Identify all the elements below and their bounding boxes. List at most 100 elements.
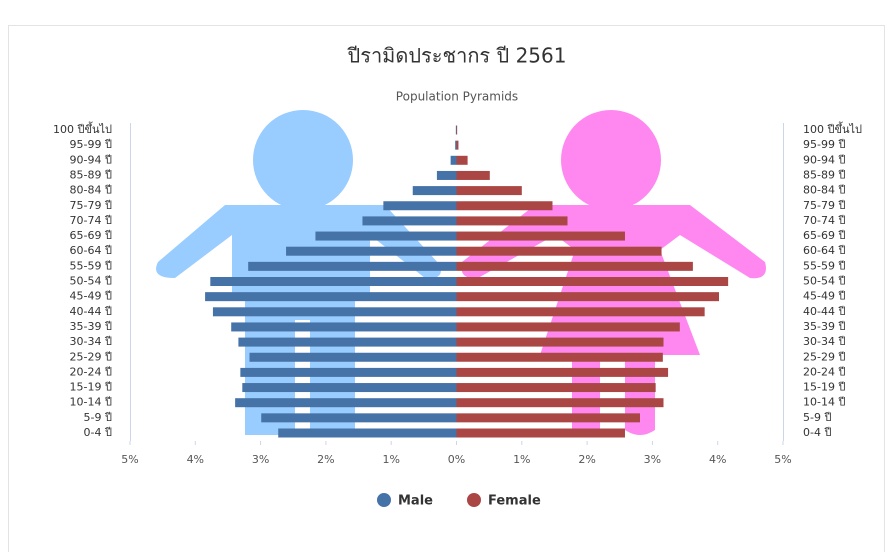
x-tick-label: 4% bbox=[187, 453, 204, 466]
bar bbox=[457, 171, 490, 180]
y-tick-label-right: 40-44 ปี bbox=[803, 305, 845, 318]
chart: ปีรามิดประชากร ปี 2561 Population Pyrami… bbox=[0, 0, 894, 552]
bar bbox=[457, 247, 662, 256]
bar bbox=[261, 413, 456, 422]
y-tick-label-left: 85-89 ปี bbox=[70, 168, 112, 181]
y-tick-label-left: 70-74 ปี bbox=[70, 214, 112, 227]
y-tick-label-right: 60-64 ปี bbox=[803, 244, 845, 257]
bar bbox=[248, 262, 456, 271]
y-tick-label-left: 35-39 ปี bbox=[70, 320, 112, 333]
bar bbox=[362, 216, 456, 225]
bar bbox=[457, 141, 459, 150]
chart-title: ปีรามิดประชากร ปี 2561 bbox=[347, 44, 566, 68]
y-tick-label-right: 0-4 ปี bbox=[803, 426, 831, 439]
bar bbox=[278, 429, 456, 438]
bar bbox=[457, 398, 664, 407]
y-tick-label-right: 15-19 ปี bbox=[803, 381, 845, 394]
y-tick-label-right: 85-89 ปี bbox=[803, 168, 845, 181]
y-tick-label-left: 100 ปีขึ้นไป bbox=[53, 121, 112, 136]
y-tick-label-left: 45-49 ปี bbox=[70, 290, 112, 303]
bar bbox=[457, 338, 664, 347]
bar bbox=[457, 353, 663, 362]
bar bbox=[205, 292, 456, 301]
bar bbox=[213, 307, 457, 316]
y-tick-label-left: 75-79 ปี bbox=[70, 199, 112, 212]
bar bbox=[457, 126, 458, 135]
bar bbox=[242, 383, 456, 392]
legend-label: Female bbox=[488, 494, 541, 509]
x-tick-label: 4% bbox=[709, 453, 726, 466]
y-tick-label-left: 0-4 ปี bbox=[84, 426, 112, 439]
bar bbox=[286, 247, 456, 256]
y-tick-label-left: 40-44 ปี bbox=[70, 305, 112, 318]
bar bbox=[413, 186, 457, 195]
y-tick-label-right: 55-59 ปี bbox=[803, 259, 845, 272]
bar bbox=[238, 338, 456, 347]
y-tick-label-right: 75-79 ปี bbox=[803, 199, 845, 212]
x-tick-label: 3% bbox=[252, 453, 269, 466]
bar bbox=[210, 277, 456, 286]
y-tick-label-right: 30-34 ปี bbox=[803, 335, 845, 348]
y-tick-label-right: 50-54 ปี bbox=[803, 275, 845, 288]
bar bbox=[457, 262, 693, 271]
chart-frame bbox=[9, 26, 885, 552]
y-tick-label-right: 95-99 ปี bbox=[803, 138, 845, 151]
y-tick-label-right: 5-9 ปี bbox=[803, 411, 831, 424]
y-tick-label-right: 65-69 ปี bbox=[803, 229, 845, 242]
y-tick-label-left: 95-99 ปี bbox=[70, 138, 112, 151]
bar bbox=[457, 156, 468, 165]
y-tick-label-right: 35-39 ปี bbox=[803, 320, 845, 333]
bar bbox=[437, 171, 457, 180]
x-tick-label: 0% bbox=[448, 453, 465, 466]
legend-label: Male bbox=[398, 494, 433, 509]
y-tick-label-left: 60-64 ปี bbox=[70, 244, 112, 257]
x-tick-label: 5% bbox=[774, 453, 791, 466]
bar bbox=[457, 186, 522, 195]
y-tick-label-left: 15-19 ปี bbox=[70, 381, 112, 394]
bar bbox=[457, 232, 625, 241]
bar bbox=[457, 292, 720, 301]
x-tick-label: 1% bbox=[513, 453, 530, 466]
y-tick-label-left: 50-54 ปี bbox=[70, 275, 112, 288]
bar bbox=[456, 126, 457, 135]
bar bbox=[457, 216, 568, 225]
x-tick-label: 3% bbox=[644, 453, 661, 466]
chart-subtitle: Population Pyramids bbox=[396, 90, 518, 104]
bar bbox=[457, 307, 705, 316]
y-tick-label-left: 80-84 ปี bbox=[70, 184, 112, 197]
bar bbox=[231, 322, 456, 331]
bar bbox=[457, 277, 729, 286]
x-tick-label: 2% bbox=[578, 453, 595, 466]
bar bbox=[315, 232, 456, 241]
y-tick-label-right: 80-84 ปี bbox=[803, 184, 845, 197]
y-tick-label-left: 25-29 ปี bbox=[70, 350, 112, 363]
bar bbox=[457, 201, 553, 210]
x-tick-label: 5% bbox=[121, 453, 138, 466]
x-tick-label: 2% bbox=[317, 453, 334, 466]
y-tick-label-left: 10-14 ปี bbox=[70, 396, 112, 409]
bar bbox=[457, 383, 656, 392]
y-tick-label-right: 90-94 ปี bbox=[803, 153, 845, 166]
bar bbox=[240, 368, 456, 377]
legend-marker bbox=[377, 493, 391, 507]
y-tick-label-left: 65-69 ปี bbox=[70, 229, 112, 242]
bar bbox=[457, 368, 669, 377]
y-tick-label-right: 100 ปีขึ้นไป bbox=[803, 121, 862, 136]
bar bbox=[235, 398, 456, 407]
y-tick-label-left: 30-34 ปี bbox=[70, 335, 112, 348]
bar bbox=[457, 413, 640, 422]
x-tick-label: 1% bbox=[382, 453, 399, 466]
y-tick-label-left: 55-59 ปี bbox=[70, 259, 112, 272]
bar bbox=[455, 141, 456, 150]
bar bbox=[383, 201, 456, 210]
y-tick-label-right: 45-49 ปี bbox=[803, 290, 845, 303]
y-tick-label-right: 20-24 ปี bbox=[803, 365, 845, 378]
bar bbox=[249, 353, 456, 362]
bar bbox=[457, 322, 680, 331]
legend-marker bbox=[467, 493, 481, 507]
y-tick-label-left: 5-9 ปี bbox=[84, 411, 112, 424]
y-tick-label-left: 90-94 ปี bbox=[70, 153, 112, 166]
bar bbox=[457, 429, 625, 438]
y-tick-label-right: 10-14 ปี bbox=[803, 396, 845, 409]
bar bbox=[451, 156, 457, 165]
